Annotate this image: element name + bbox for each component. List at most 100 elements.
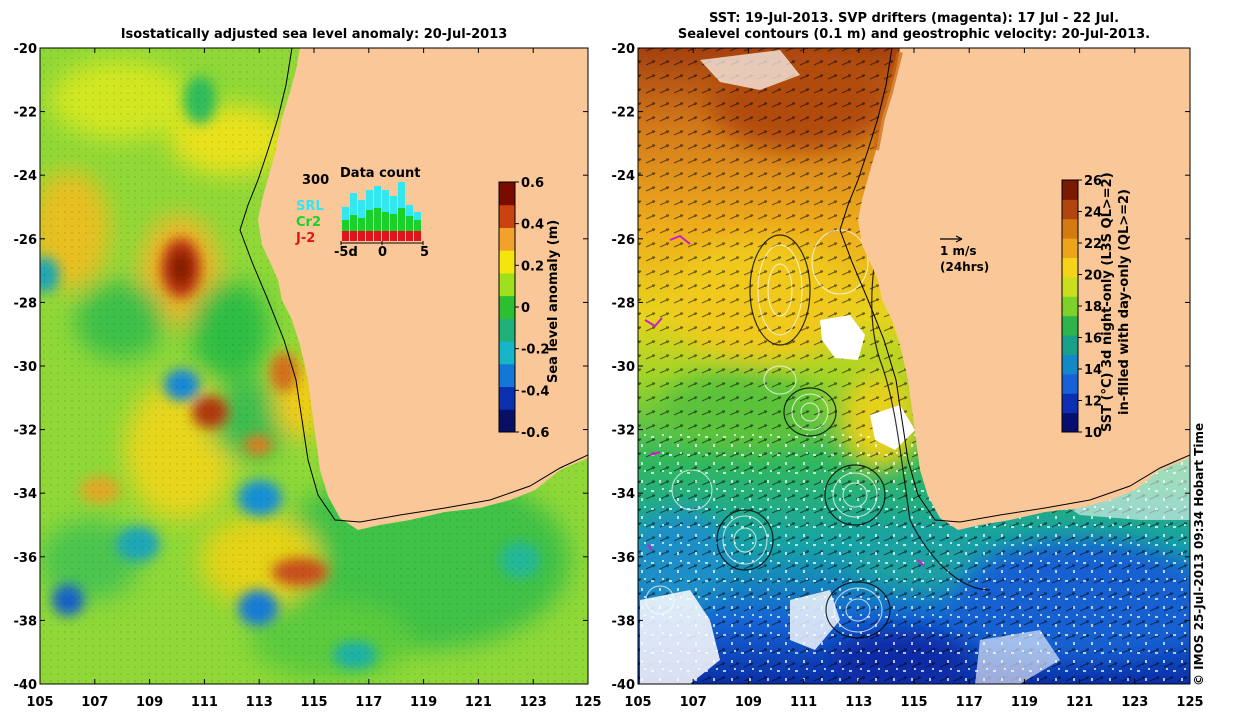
y-tick-label: -22 <box>612 106 636 121</box>
sst-colorbar-band <box>1062 315 1078 336</box>
x-tick-label: 109 <box>136 695 163 710</box>
sea-level-colorbar-band <box>499 227 515 251</box>
sea-level-colorbar-tick-label: 0.6 <box>521 176 544 191</box>
x-tick-label: 125 <box>1176 695 1203 710</box>
x-tick-label: 121 <box>465 695 492 710</box>
sst-colorbar-band <box>1062 199 1078 220</box>
copyright-text: © IMOS 25-Jul-2013 09:34 Hobart Time <box>1192 422 1206 686</box>
sea-level-colorbar-band <box>499 341 515 365</box>
sea-level-colorbar-band <box>499 295 515 319</box>
sst-colorbar-tick-label: 22 <box>1084 237 1102 252</box>
sst-colorbar-band <box>1062 354 1078 375</box>
svp-drifter-tracks <box>644 234 925 567</box>
shelf-contour <box>239 48 588 523</box>
scale-speed-label: 1 m/s <box>940 244 977 258</box>
y-tick-label: -30 <box>612 360 636 375</box>
sst-colorbar: 26 24 22 20 18 16 14 12 10 <box>1061 174 1102 441</box>
sst-colorbar-band <box>1062 296 1078 317</box>
x-tick-label: 109 <box>735 695 762 710</box>
right-panel-title-line2: Sealevel contours (0.1 m) and geostrophi… <box>677 27 1151 42</box>
x-tick-label: 119 <box>410 695 437 710</box>
y-tick-label: -40 <box>612 678 636 693</box>
sst-colorbar-band <box>1062 412 1078 433</box>
y-tick-label: -24 <box>612 169 636 184</box>
x-tick-label: 125 <box>574 695 601 710</box>
sea-level-colorbar-band <box>499 363 515 388</box>
x-tick-label: 123 <box>520 695 547 710</box>
x-tick-label: 115 <box>300 695 327 710</box>
x-tick-label: 111 <box>790 695 817 710</box>
sst-colorbar-tick-label: 10 <box>1084 426 1102 441</box>
sea-level-colorbar-tick-label: 0.2 <box>521 259 544 274</box>
inset-xtick-5: 5 <box>420 245 430 260</box>
sst-colorbar-band <box>1062 276 1078 297</box>
x-tick-label: 105 <box>624 695 651 710</box>
sea-level-colorbar-tick-label: 0 <box>521 301 530 316</box>
sea-level-colorbar-tick-label: 0.4 <box>521 218 544 233</box>
sst-colorbar-band <box>1062 257 1078 278</box>
y-tick-label: -32 <box>14 424 38 439</box>
inset-xtick-0: 0 <box>378 245 388 260</box>
sst-colorbar-band <box>1062 238 1078 259</box>
left-panel-title: Isostatically adjusted sea level anomaly… <box>120 27 508 42</box>
sst-colorbar-band <box>1062 180 1078 200</box>
y-tick-label: -38 <box>14 614 38 629</box>
velocity-scale-arrow <box>940 235 963 243</box>
y-tick-label: -26 <box>612 233 636 248</box>
y-tick-label: -26 <box>14 233 38 248</box>
sst-colorbar-band <box>1062 218 1078 239</box>
x-tick-label: 115 <box>900 695 927 710</box>
y-tick-label: -34 <box>612 487 636 502</box>
sst-colorbar-label-line2: in-filled with day-only (QL>=2) <box>1117 188 1132 415</box>
x-tick-label: 119 <box>1011 695 1038 710</box>
y-tick-label: -40 <box>14 678 38 693</box>
y-tick-label: -24 <box>14 169 38 184</box>
sea-level-colorbar-band <box>499 272 515 297</box>
x-tick-label: 105 <box>26 695 53 710</box>
y-tick-label: -36 <box>14 551 38 566</box>
sea-level-colorbar-band <box>499 409 515 433</box>
sst-colorbar-label-line1: SST (°C) 3d night-only (L3S QL>=2) <box>1100 172 1115 432</box>
sst-map <box>638 48 1190 684</box>
sst-colorbar-band <box>1062 335 1078 355</box>
sea-level-colorbar-tick-label: -0.2 <box>521 343 549 358</box>
sea-level-colorbar-band <box>499 182 515 206</box>
sst-colorbar-band <box>1062 393 1078 414</box>
x-tick-label: 111 <box>191 695 218 710</box>
x-tick-label: 113 <box>246 695 273 710</box>
coastal-warm-strip <box>873 51 903 151</box>
shelf-contour-sst <box>839 48 1190 523</box>
sea-level-colorbar-label: Sea level anomaly (m) <box>546 219 561 383</box>
sea-level-colorbar-band <box>499 204 515 228</box>
y-tick-label: -32 <box>612 424 636 439</box>
sea-level-colorbar-tick-label: -0.4 <box>521 384 549 399</box>
sst-colorbar-tick-label: 20 <box>1084 269 1102 284</box>
sea-level-colorbar: 0.6 0.4 0.2 0 -0.2 -0.4 -0.6 <box>498 176 549 441</box>
data-count-inset <box>340 182 430 245</box>
sst-colorbar-tick-label: 16 <box>1084 332 1102 347</box>
data-count-bars <box>342 182 421 241</box>
x-tick-label: 113 <box>845 695 872 710</box>
sst-colorbar-tick-label: 18 <box>1084 300 1102 315</box>
y-tick-label: -28 <box>612 296 636 311</box>
inset-legend-srl: SRL <box>296 199 324 214</box>
inset-legend-cr2: Cr2 <box>296 215 321 230</box>
scale-period-label: (24hrs) <box>940 260 990 274</box>
sea-level-colorbar-band <box>499 318 515 342</box>
land-western-australia-sst <box>858 48 1190 530</box>
y-tick-label: -20 <box>612 42 636 57</box>
x-tick-label: 107 <box>81 695 108 710</box>
sea-level-colorbar-tick-label: -0.6 <box>521 426 549 441</box>
sea-level-colorbar-band <box>499 386 515 410</box>
sea-level-colorbar-band <box>499 250 515 274</box>
inset-ymax-label: 300 <box>302 173 330 188</box>
y-tick-label: -36 <box>612 551 636 566</box>
y-tick-label: -30 <box>14 360 38 375</box>
x-tick-label: 107 <box>680 695 707 710</box>
y-tick-label: -28 <box>14 296 38 311</box>
sst-colorbar-tick-label: 26 <box>1084 174 1102 189</box>
inset-xtick-minus5: -5d <box>334 245 358 260</box>
sst-colorbar-tick-label: 24 <box>1084 206 1102 221</box>
y-tick-label: -20 <box>14 42 38 57</box>
